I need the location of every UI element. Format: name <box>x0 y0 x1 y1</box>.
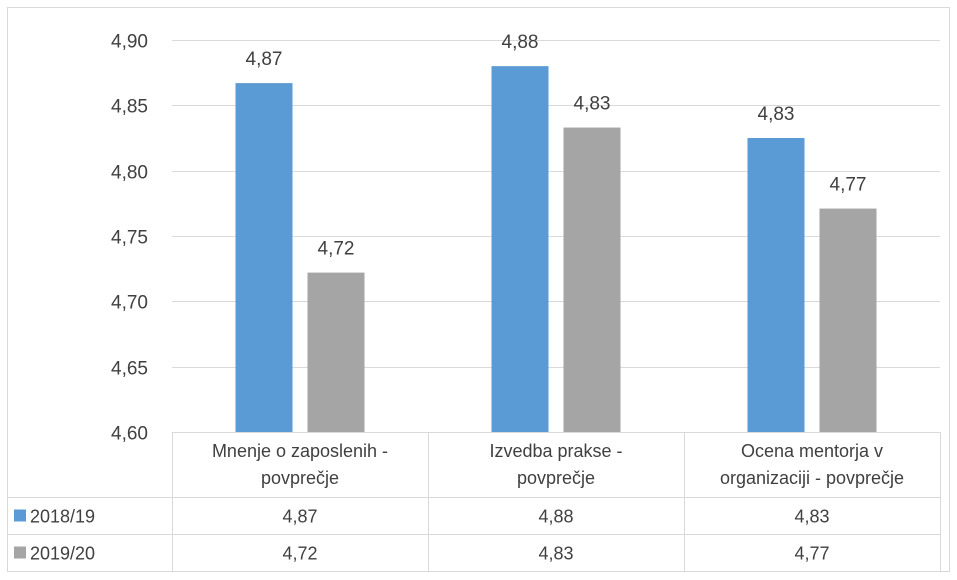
legend-label: 2018/19 <box>30 507 95 527</box>
bar <box>819 208 877 432</box>
category-label: Mnenje o zaposlenih - <box>212 441 388 461</box>
table-value: 4,72 <box>282 544 317 564</box>
y-tick-label: 4,75 <box>111 228 148 249</box>
data-label: 4,72 <box>318 239 355 260</box>
data-label: 4,87 <box>246 49 283 70</box>
data-label: 4,83 <box>574 94 611 115</box>
legend-swatch <box>14 546 26 559</box>
legend-label: 2019/20 <box>30 544 95 564</box>
y-tick-label: 4,70 <box>111 293 148 314</box>
y-tick-label: 4,60 <box>111 424 148 445</box>
category-label: Izvedba prakse - <box>489 441 622 461</box>
table-value: 4,83 <box>538 544 573 564</box>
bar <box>747 138 805 432</box>
y-tick-label: 4,85 <box>111 97 148 118</box>
data-label: 4,83 <box>758 104 795 125</box>
table-value: 4,77 <box>794 544 829 564</box>
data-label: 4,88 <box>502 32 539 53</box>
bar <box>307 272 365 432</box>
bar <box>563 127 621 433</box>
data-label: 4,77 <box>830 175 867 196</box>
category-label: povprečje <box>517 468 595 488</box>
y-tick-label: 4,65 <box>111 359 148 380</box>
bar <box>235 83 293 433</box>
table-value: 4,88 <box>538 507 573 527</box>
bar <box>491 66 549 432</box>
y-tick-label: 4,90 <box>111 32 148 53</box>
category-label: povprečje <box>261 468 339 488</box>
category-label: organizaciji - povprečje <box>720 468 904 488</box>
y-tick-label: 4,80 <box>111 163 148 184</box>
table-value: 4,87 <box>282 507 317 527</box>
category-label: Ocena mentorja v <box>741 441 883 461</box>
table-value: 4,83 <box>794 507 829 527</box>
legend-swatch <box>14 509 26 522</box>
